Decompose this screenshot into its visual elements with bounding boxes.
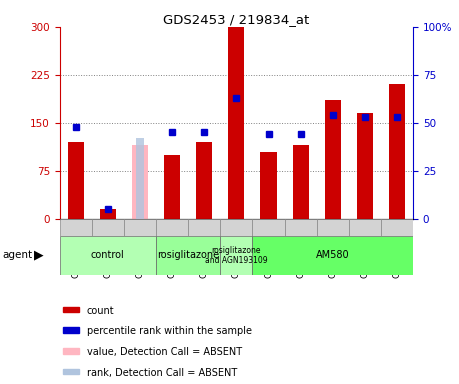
Text: ▶: ▶ (34, 249, 44, 262)
Text: AM580: AM580 (316, 250, 350, 260)
Bar (252, 219, 285, 236)
Bar (164, 155, 180, 219)
Bar (156, 219, 188, 236)
Bar (349, 219, 381, 236)
Bar (229, 27, 245, 219)
Text: value, Detection Call = ABSENT: value, Detection Call = ABSENT (87, 347, 242, 357)
Bar (60, 219, 92, 236)
Bar (188, 219, 220, 236)
Text: rank, Detection Call = ABSENT: rank, Detection Call = ABSENT (87, 367, 237, 377)
Bar (220, 219, 252, 236)
Title: GDS2453 / 219834_at: GDS2453 / 219834_at (163, 13, 309, 26)
Text: rosiglitazone
and AGN193109: rosiglitazone and AGN193109 (205, 246, 268, 265)
Bar (92, 219, 124, 236)
Bar (63, 369, 79, 374)
Bar (325, 101, 341, 219)
Bar (63, 348, 79, 354)
Bar (136, 138, 144, 219)
Bar (68, 142, 84, 219)
Text: count: count (87, 306, 114, 316)
Bar (285, 219, 317, 236)
Bar (156, 236, 220, 275)
Bar (220, 236, 252, 275)
Bar (381, 219, 413, 236)
Bar (317, 219, 349, 236)
Text: percentile rank within the sample: percentile rank within the sample (87, 326, 252, 336)
Text: control: control (91, 250, 125, 260)
Bar (100, 209, 116, 219)
Bar (389, 84, 405, 219)
Bar (132, 145, 148, 219)
Bar (63, 307, 79, 312)
Text: agent: agent (2, 250, 33, 260)
Bar (63, 327, 79, 333)
Bar (357, 113, 373, 219)
Bar (196, 142, 213, 219)
Bar (252, 236, 413, 275)
Text: rosiglitazone: rosiglitazone (157, 250, 219, 260)
Bar (124, 219, 156, 236)
Bar (293, 145, 309, 219)
Bar (60, 236, 156, 275)
Bar (261, 152, 277, 219)
